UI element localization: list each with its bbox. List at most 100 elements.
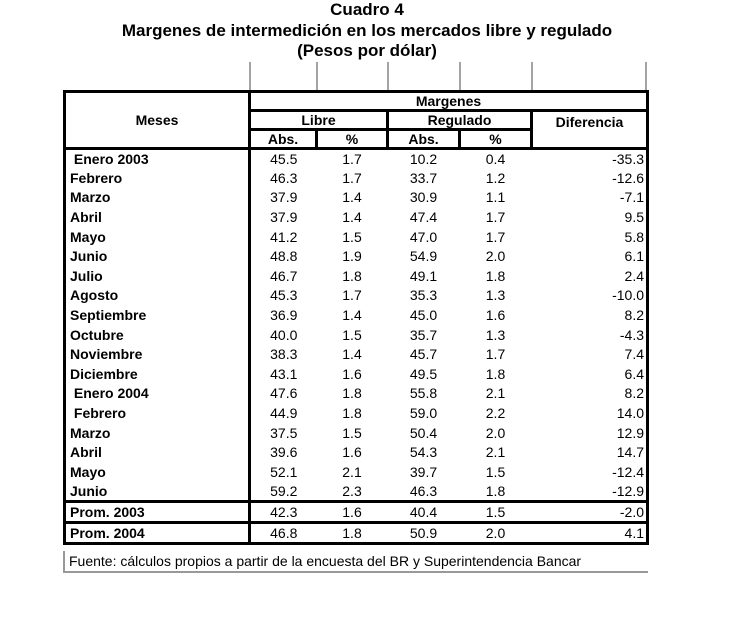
cell-value: 46.8 <box>249 520 317 544</box>
cell-value: 50.9 <box>387 520 460 544</box>
cell-value: 1.4 <box>342 346 362 363</box>
row-label: Septiembre <box>64 305 251 325</box>
header-regulado-abs: Abs. <box>386 128 461 150</box>
table-row: Enero 2004 47.6 1.8 55.8 2.1 8.2 <box>64 383 648 404</box>
cell-value: 1.4 <box>342 189 362 206</box>
cell-value: 1.1 <box>485 189 506 206</box>
cell-value: 1.3 <box>485 326 506 343</box>
cell-value: 1.8 <box>342 385 362 402</box>
cell-value: 59.2 <box>270 482 298 499</box>
cell-value: 1.8 <box>342 405 362 422</box>
cell-value: 0.4 <box>485 151 506 168</box>
cell-diferencia: 12.9 <box>616 424 644 441</box>
table-row: Mayo 52.1 2.1 39.7 1.5 -12.4 <box>64 462 648 482</box>
row-label: Mayo <box>64 462 251 482</box>
table-row: Julio 46.7 1.8 49.1 1.8 2.4 <box>64 266 648 286</box>
cell-value: 42.3 <box>249 499 317 523</box>
row-label: Prom. 2004 <box>64 520 251 544</box>
column-tick <box>531 62 533 90</box>
cell-value: 35.7 <box>409 326 438 343</box>
cell-value: 2.0 <box>485 424 506 441</box>
cell-value: 41.2 <box>270 228 298 245</box>
cell-value: 37.9 <box>270 209 298 226</box>
data-table: Meses Margenes Libre Regulado Diferencia… <box>63 90 649 545</box>
table-row: Marzo 37.5 1.5 50.4 2.0 12.9 <box>64 422 648 443</box>
cell-value: 1.5 <box>459 499 532 523</box>
cell-value: 1.4 <box>342 307 362 324</box>
cell-diferencia: -2.0 <box>531 499 648 523</box>
table-row: Agosto 45.3 1.7 35.3 1.3 -10.0 <box>64 285 648 306</box>
cell-value: 52.1 <box>270 463 298 480</box>
summary-row: Prom. 2003 42.3 1.6 40.4 1.5 -2.0 <box>64 499 648 523</box>
cell-diferencia: -4.3 <box>619 326 644 343</box>
cell-value: 39.7 <box>409 463 438 480</box>
header-row-units: Abs. % Abs. % <box>65 128 648 150</box>
table-row: Marzo 37.9 1.4 30.9 1.1 -7.1 <box>64 187 648 208</box>
row-label: Mayo <box>64 226 251 247</box>
cell-diferencia: 8.2 <box>624 307 644 324</box>
row-label: Julio <box>64 266 251 286</box>
cell-diferencia: -10.0 <box>612 287 644 304</box>
cell-value: 1.6 <box>342 365 362 382</box>
header-libre-abs: Abs. <box>248 128 318 150</box>
header-libre-pct: % <box>315 128 389 150</box>
cell-value: 46.3 <box>270 169 298 186</box>
column-tick <box>316 62 318 90</box>
header-row-margenes: Meses Margenes <box>63 90 649 150</box>
row-label: Prom. 2003 <box>64 499 251 523</box>
cell-diferencia: -7.1 <box>619 189 644 206</box>
table-caption: Cuadro 4 Margenes de intermedición en lo… <box>0 0 734 62</box>
cell-value: 54.3 <box>409 444 438 461</box>
cell-diferencia: -12.4 <box>612 463 644 480</box>
table-row: Noviembre 38.3 1.4 45.7 1.7 7.4 <box>64 344 648 365</box>
cell-diferencia: 8.2 <box>624 385 644 402</box>
table-row: Abril 37.9 1.4 47.4 1.7 9.5 <box>64 207 648 227</box>
cell-value: 47.4 <box>409 209 438 226</box>
cell-diferencia: 2.4 <box>624 267 644 284</box>
cell-value: 1.6 <box>342 444 362 461</box>
column-tick <box>459 62 461 90</box>
cell-value: 1.7 <box>485 228 506 245</box>
cell-value: 1.8 <box>485 267 506 284</box>
cell-value: 37.5 <box>270 424 298 441</box>
row-label: Marzo <box>64 422 251 443</box>
cell-diferencia: -12.6 <box>612 169 644 186</box>
cell-value: 46.7 <box>270 267 298 284</box>
cell-value: 1.5 <box>485 463 506 480</box>
table-row: Febrero 44.9 1.8 59.0 2.2 14.0 <box>64 403 648 423</box>
cell-value: 1.5 <box>342 228 362 245</box>
table-row: Septiembre 36.9 1.4 45.0 1.6 8.2 <box>64 305 648 325</box>
cell-value: 1.8 <box>485 482 506 499</box>
cell-value: 44.9 <box>270 405 298 422</box>
table-row: Octubre 40.0 1.5 35.7 1.3 -4.3 <box>64 324 648 345</box>
cell-value: 1.7 <box>342 287 362 304</box>
header-regulado-pct: % <box>458 128 533 150</box>
cell-diferencia: 7.4 <box>624 346 644 363</box>
caption-line2: Margenes de intermedición en los mercado… <box>121 20 613 40</box>
cell-diferencia: 14.7 <box>616 444 644 461</box>
cell-value: 59.0 <box>409 405 438 422</box>
table-row: Abril 39.6 1.6 54.3 2.1 14.7 <box>64 442 648 462</box>
cell-diferencia: 9.5 <box>624 209 644 226</box>
cell-value: 30.9 <box>409 189 438 206</box>
table-body: Enero 2003 45.5 1.7 10.2 0.4 -35.3 Febrero 46.3… <box>64 148 648 544</box>
row-label: Febrero <box>64 168 251 188</box>
row-label: Octubre <box>64 324 251 345</box>
cell-value: 2.0 <box>485 248 506 265</box>
cell-value: 2.1 <box>485 385 506 402</box>
cell-value: 48.8 <box>270 248 298 265</box>
cell-value: 2.1 <box>485 444 506 461</box>
row-label: Febrero <box>64 403 251 423</box>
cell-diferencia: 5.8 <box>624 228 644 245</box>
cell-value: 1.3 <box>485 287 506 304</box>
cell-value: 1.7 <box>485 346 506 363</box>
cell-value: 1.8 <box>342 267 362 284</box>
cell-value: 40.4 <box>387 499 460 523</box>
row-label: Abril <box>64 442 251 462</box>
cell-value: 1.7 <box>342 151 362 168</box>
cell-value: 47.0 <box>409 228 438 245</box>
cell-diferencia: 6.1 <box>624 248 644 265</box>
cell-value: 49.5 <box>409 365 438 382</box>
table-row: Diciembre 43.1 1.6 49.5 1.8 6.4 <box>64 364 648 384</box>
cell-value: 49.1 <box>409 267 438 284</box>
